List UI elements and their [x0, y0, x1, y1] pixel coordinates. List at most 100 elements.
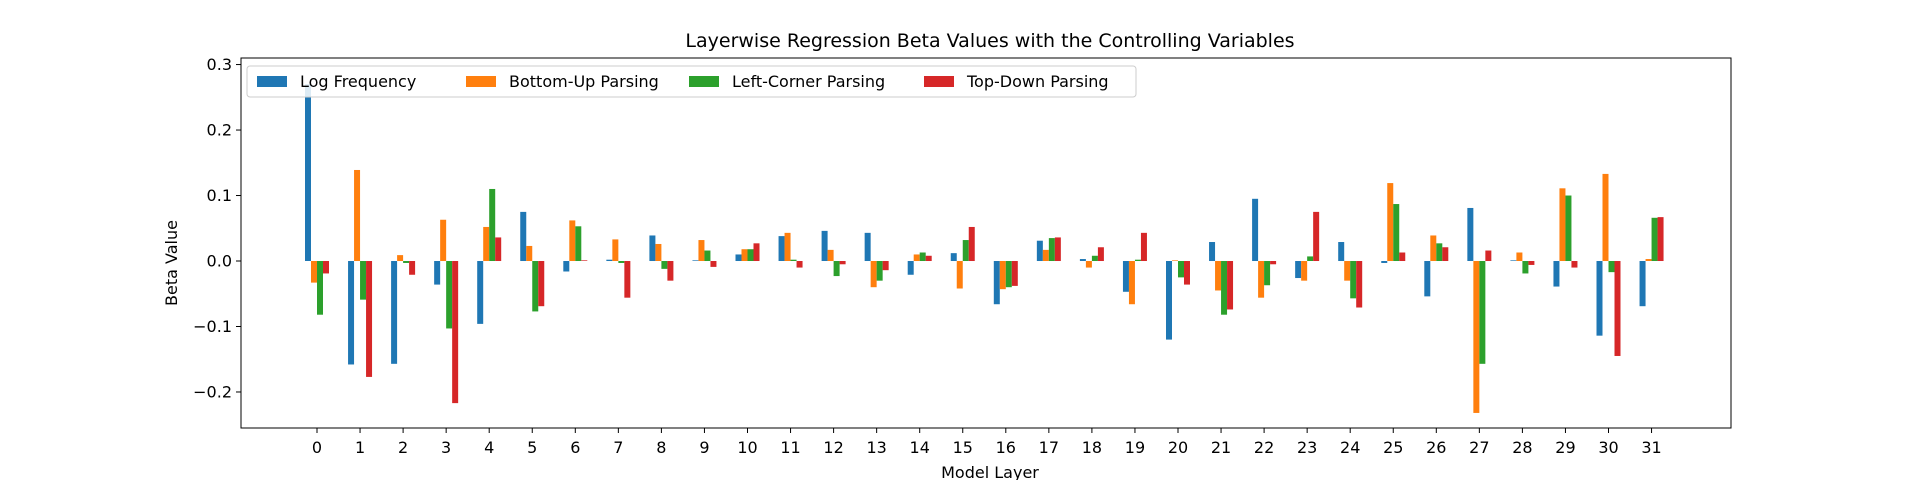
y-axis: −0.2 −0.1 0.0 0.1 0.2 0.3	[193, 55, 241, 401]
bar-log-frequency-layer-29	[1553, 261, 1560, 287]
bar-left-corner-parsing-layer-13	[876, 261, 883, 281]
bar-top-down-parsing-layer-6	[581, 260, 588, 261]
y-axis-label: Beta Value	[162, 220, 181, 306]
bar-left-corner-parsing-layer-10	[747, 249, 754, 262]
y-tick-label: 0.0	[207, 252, 232, 271]
legend-label: Top-Down Parsing	[966, 72, 1109, 91]
bar-bottom-up-parsing-layer-30	[1602, 173, 1609, 262]
bar-left-corner-parsing-layer-27	[1479, 261, 1486, 364]
x-axis: 0 1 2 3 4 5 6 7 8 9 10 11 12 13 14 15 16 17 18 19 20 21 22 23 24…	[312, 428, 1662, 457]
bar-log-frequency-layer-10	[735, 254, 742, 262]
bar-log-frequency-layer-3	[434, 261, 441, 285]
x-tick-label: 27	[1469, 438, 1489, 457]
bar-top-down-parsing-layer-3	[452, 261, 459, 404]
x-tick-label: 11	[780, 438, 800, 457]
bars-group	[305, 84, 1664, 413]
x-tick-label: 4	[484, 438, 494, 457]
x-tick-label: 15	[953, 438, 973, 457]
bar-log-frequency-layer-9	[692, 260, 699, 261]
x-tick-label: 23	[1297, 438, 1317, 457]
bar-log-frequency-layer-25	[1381, 261, 1388, 263]
bar-bottom-up-parsing-layer-15	[956, 261, 963, 289]
bar-bottom-up-parsing-layer-1	[354, 169, 361, 262]
y-tick-label: 0.2	[207, 121, 232, 140]
bar-top-down-parsing-layer-7	[624, 261, 631, 298]
bar-left-corner-parsing-layer-29	[1565, 195, 1572, 262]
legend-swatch	[257, 76, 287, 87]
bar-log-frequency-layer-30	[1596, 261, 1603, 336]
bar-left-corner-parsing-layer-0	[317, 261, 323, 315]
bar-left-corner-parsing-layer-12	[833, 261, 840, 277]
bar-log-frequency-layer-28	[1510, 260, 1517, 261]
bar-left-corner-parsing-layer-25	[1393, 204, 1400, 262]
bar-log-frequency-layer-2	[391, 261, 398, 364]
bar-top-down-parsing-layer-27	[1485, 250, 1492, 262]
bar-bottom-up-parsing-layer-4	[483, 226, 490, 262]
bar-log-frequency-layer-0	[305, 84, 311, 261]
x-tick-label: 5	[527, 438, 537, 457]
bar-log-frequency-layer-26	[1424, 261, 1431, 297]
bar-top-down-parsing-layer-9	[710, 261, 717, 267]
bar-top-down-parsing-layer-0	[323, 261, 329, 274]
bar-left-corner-parsing-layer-21	[1221, 261, 1228, 315]
bar-bottom-up-parsing-layer-31	[1645, 259, 1652, 261]
bar-top-down-parsing-layer-8	[667, 261, 674, 281]
bar-top-down-parsing-layer-21	[1227, 261, 1234, 310]
bar-left-corner-parsing-layer-2	[403, 261, 410, 263]
x-tick-label: 21	[1211, 438, 1231, 457]
bar-top-down-parsing-layer-25	[1399, 252, 1406, 262]
legend: Log Frequency Bottom-Up Parsing Left-Corne…	[246, 65, 1137, 98]
x-tick-label: 19	[1125, 438, 1145, 457]
bar-bottom-up-parsing-layer-16	[999, 261, 1006, 290]
bar-left-corner-parsing-layer-24	[1350, 261, 1357, 299]
bar-left-corner-parsing-layer-15	[962, 240, 969, 262]
bar-log-frequency-layer-15	[950, 253, 957, 262]
bar-left-corner-parsing-layer-22	[1264, 261, 1271, 286]
bar-top-down-parsing-layer-30	[1614, 261, 1621, 356]
bar-top-down-parsing-layer-1	[366, 261, 373, 377]
chart-title: Layerwise Regression Beta Values with th…	[685, 30, 1294, 52]
bar-left-corner-parsing-layer-26	[1436, 243, 1443, 262]
bar-bottom-up-parsing-layer-24	[1344, 261, 1351, 281]
bar-log-frequency-layer-17	[1036, 240, 1043, 262]
bar-log-frequency-layer-12	[821, 230, 828, 261]
bar-log-frequency-layer-4	[477, 261, 484, 324]
bar-left-corner-parsing-layer-5	[532, 261, 539, 312]
bar-top-down-parsing-layer-28	[1528, 261, 1535, 265]
x-tick-label: 13	[866, 438, 886, 457]
bar-top-down-parsing-layer-23	[1313, 211, 1320, 262]
x-tick-label: 12	[823, 438, 843, 457]
bar-bottom-up-parsing-layer-5	[526, 245, 533, 262]
bar-log-frequency-layer-16	[993, 261, 1000, 305]
bar-left-corner-parsing-layer-28	[1522, 261, 1529, 274]
plot-area	[240, 57, 1732, 429]
bar-top-down-parsing-layer-17	[1054, 237, 1061, 262]
bar-top-down-parsing-layer-4	[495, 237, 502, 262]
x-tick-label: 10	[737, 438, 757, 457]
bar-top-down-parsing-layer-26	[1442, 247, 1449, 262]
x-tick-label: 2	[398, 438, 408, 457]
bar-top-down-parsing-layer-14	[925, 255, 932, 262]
bar-log-frequency-layer-27	[1467, 207, 1474, 261]
legend-swatch	[466, 76, 496, 87]
x-tick-label: 3	[441, 438, 451, 457]
bar-log-frequency-layer-1	[348, 261, 355, 365]
bar-top-down-parsing-layer-10	[753, 243, 760, 262]
bar-log-frequency-layer-23	[1295, 261, 1302, 279]
y-tick-label: −0.1	[193, 317, 232, 336]
x-tick-label: 9	[699, 438, 709, 457]
bar-log-frequency-layer-14	[907, 261, 914, 275]
bar-bottom-up-parsing-layer-17	[1042, 249, 1049, 262]
legend-swatch	[924, 76, 954, 87]
bar-bottom-up-parsing-layer-20	[1172, 260, 1178, 261]
bar-top-down-parsing-layer-31	[1657, 217, 1664, 262]
x-tick-label: 14	[910, 438, 930, 457]
bar-bottom-up-parsing-layer-8	[655, 243, 662, 262]
bar-bottom-up-parsing-layer-29	[1559, 188, 1566, 262]
bar-bottom-up-parsing-layer-27	[1473, 261, 1480, 413]
bar-top-down-parsing-layer-15	[968, 226, 975, 262]
bar-top-down-parsing-layer-12	[839, 261, 846, 265]
bar-left-corner-parsing-layer-14	[919, 252, 926, 262]
bar-log-frequency-layer-31	[1639, 261, 1646, 307]
